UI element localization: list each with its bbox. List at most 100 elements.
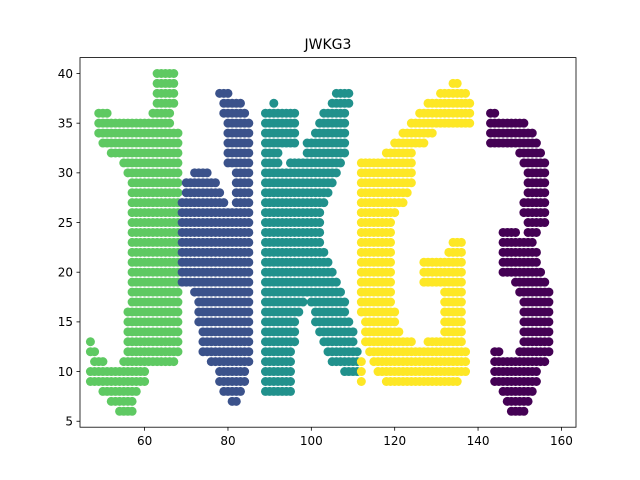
data-point [244,277,254,287]
y-axis: 5 10 15 20 25 30 35 40 [58,67,80,429]
data-point [165,118,175,128]
data-point [348,327,358,337]
y-tick-label: 10 [58,365,73,379]
data-point [131,386,141,396]
data-point [386,267,396,277]
data-point [244,138,254,148]
data-point [290,337,300,347]
data-point [456,297,466,307]
data-point [456,317,466,327]
data-point [336,287,345,297]
data-point [244,148,254,158]
data-point [540,198,550,208]
data-point [315,237,325,247]
data-point [173,307,183,317]
data-point [290,108,300,118]
data-point [456,237,466,247]
data-point [165,108,175,118]
data-point [173,158,183,168]
data-point [315,208,325,218]
data-point [544,337,554,347]
data-point [394,327,404,337]
data-point [456,337,466,347]
data-point [244,128,254,138]
y-tick-label: 15 [58,315,73,329]
data-point [527,386,537,396]
plot-frame [79,57,577,428]
data-point [386,227,396,237]
data-point [340,128,350,138]
data-point [85,337,95,347]
data-point [244,257,254,267]
data-point [290,327,300,337]
data-point [519,118,529,128]
data-point [173,178,183,188]
data-point [406,158,416,168]
series-3 [356,78,475,386]
data-point [340,138,350,148]
x-tick-label: 140 [467,434,490,448]
data-point [348,337,358,347]
data-point [540,178,550,188]
data-point [294,307,304,317]
data-point [340,118,350,128]
data-point [540,218,550,228]
data-point [540,188,550,198]
data-point [169,78,179,88]
data-point [544,317,554,327]
data-point [511,227,521,237]
x-tick-label: 120 [383,434,406,448]
data-point [290,317,300,327]
data-point [456,247,466,257]
data-point [98,357,108,367]
data-point [127,396,137,406]
data-point [323,188,333,198]
data-point [390,307,400,317]
data-point [223,88,233,98]
data-point [290,128,300,138]
y-tick-label: 40 [58,67,73,81]
data-point [527,237,537,247]
data-point [461,347,471,357]
data-point [356,367,366,377]
data-point [323,257,333,267]
data-point [290,138,300,148]
x-axis: 60 80 100 120 140 160 [137,427,573,448]
data-point [244,158,254,168]
data-point [244,188,254,198]
data-point [531,377,541,386]
series-0 [85,69,183,416]
data-point [540,168,550,178]
data-point [340,297,350,307]
series-4 [486,108,554,416]
data-point [173,138,183,148]
y-tick-label: 30 [58,166,73,180]
data-point [386,247,396,257]
data-point [456,277,466,287]
x-tick-label: 80 [220,434,235,448]
data-point [244,337,254,347]
data-point [331,277,341,287]
data-point [386,257,396,267]
data-point [531,138,541,148]
y-tick-label: 25 [58,216,73,230]
data-point [298,297,308,307]
data-point [244,267,254,277]
data-point [173,337,183,347]
data-point [540,208,550,218]
data-point [398,198,408,208]
data-point [202,168,212,178]
data-point [544,307,554,317]
data-point [244,178,254,188]
data-point [461,88,471,98]
data-point [285,347,295,357]
data-point [352,347,362,357]
x-tick-label: 160 [550,434,573,448]
data-point [244,237,254,247]
data-point [406,148,416,158]
data-point [465,98,475,108]
data-point [406,168,416,178]
data-point [244,307,254,317]
data-point [240,377,250,386]
